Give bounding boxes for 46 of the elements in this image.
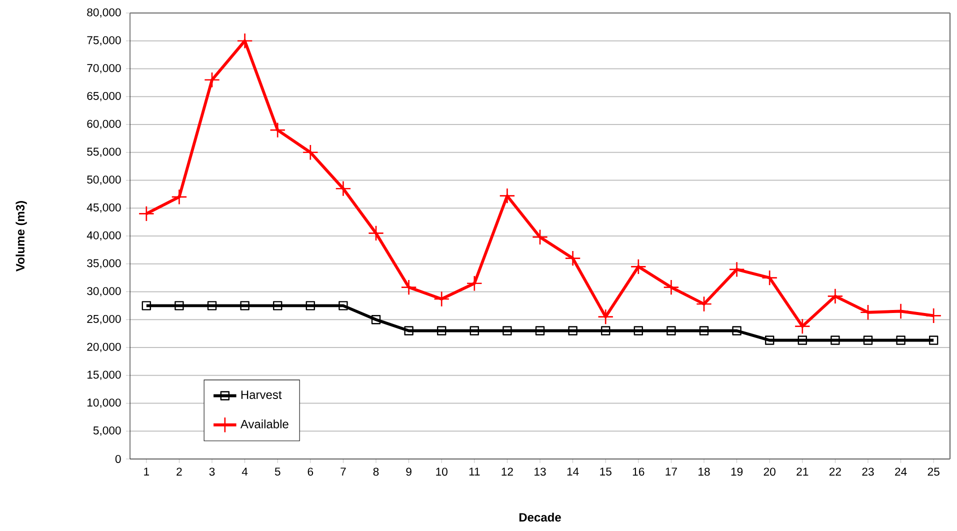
x-tick-label: 23 bbox=[862, 468, 874, 476]
y-tick-label: 30,000 bbox=[87, 287, 121, 296]
x-tick-label: 21 bbox=[796, 468, 808, 476]
x-tick-label: 20 bbox=[764, 468, 776, 476]
x-tick-label: 1 bbox=[144, 468, 150, 476]
x-tick-label: 16 bbox=[632, 468, 644, 476]
x-tick-label: 24 bbox=[895, 468, 907, 476]
y-tick-label: 50,000 bbox=[87, 176, 121, 185]
y-tick-label: 35,000 bbox=[87, 259, 121, 269]
x-tick-label: 18 bbox=[698, 468, 710, 476]
x-tick-label: 17 bbox=[666, 468, 677, 476]
y-tick-label: 0 bbox=[115, 454, 121, 463]
y-tick-label: 65,000 bbox=[87, 92, 121, 102]
y-tick-label: 55,000 bbox=[87, 148, 121, 158]
x-tick-label: 13 bbox=[534, 468, 546, 476]
y-tick-label: 20,000 bbox=[87, 342, 121, 352]
y-tick-label: 10,000 bbox=[87, 398, 121, 408]
x-tick-label: 5 bbox=[274, 468, 280, 476]
y-tick-label: 5,000 bbox=[93, 426, 121, 436]
y-tick-label: 25,000 bbox=[87, 314, 121, 324]
legend-label: Available bbox=[240, 420, 288, 428]
x-tick-label: 6 bbox=[308, 468, 314, 476]
x-tick-label: 2 bbox=[176, 468, 182, 476]
y-tick-label: 80,000 bbox=[87, 8, 121, 18]
x-tick-label: 14 bbox=[567, 468, 579, 476]
y-tick-label: 60,000 bbox=[87, 120, 121, 130]
x-tick-label: 10 bbox=[436, 468, 448, 476]
x-tick-label: 4 bbox=[242, 468, 248, 476]
x-tick-label: 12 bbox=[502, 468, 513, 476]
x-tick-label: 11 bbox=[469, 468, 480, 476]
x-tick-label: 15 bbox=[600, 468, 612, 476]
x-tick-label: 3 bbox=[209, 468, 215, 476]
x-tick-label: 9 bbox=[406, 468, 412, 476]
x-tick-label: 7 bbox=[340, 468, 346, 476]
legend-label: Harvest bbox=[241, 390, 282, 399]
x-tick-label: 8 bbox=[373, 468, 379, 476]
y-tick-label: 70,000 bbox=[87, 64, 121, 74]
x-tick-label: 25 bbox=[928, 468, 940, 476]
x-tick-label: 19 bbox=[731, 468, 743, 476]
y-tick-label: 15,000 bbox=[87, 370, 121, 380]
y-tick-label: 40,000 bbox=[86, 231, 121, 241]
y-tick-label: 45,000 bbox=[86, 203, 121, 213]
y-tick-label: 75,000 bbox=[87, 36, 121, 46]
y-axis-title: Volume (m3) bbox=[16, 201, 27, 272]
x-axis-title: Decade bbox=[519, 512, 561, 522]
x-tick-label: 22 bbox=[829, 468, 841, 476]
